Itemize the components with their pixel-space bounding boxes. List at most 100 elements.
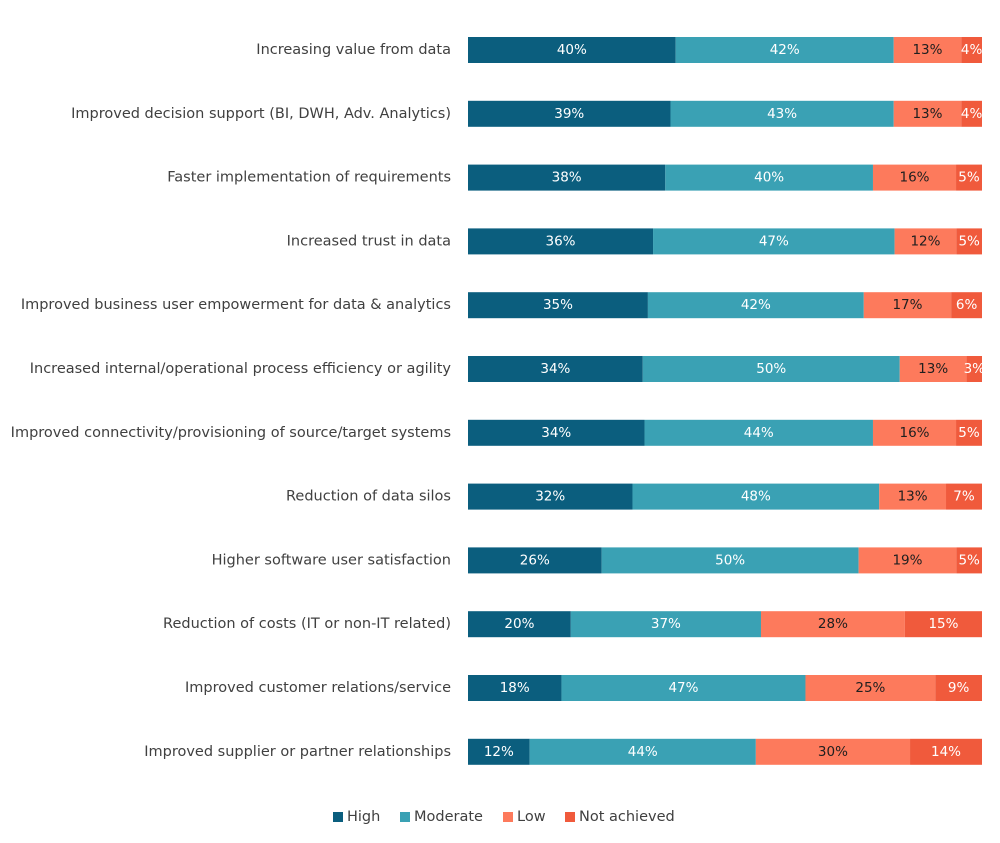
bar-segment-moderate xyxy=(665,164,873,191)
data-label: 36% xyxy=(546,233,576,249)
bar-segment-not-achieved xyxy=(956,228,982,255)
legend-label: Moderate xyxy=(414,809,483,825)
data-label: 19% xyxy=(892,552,922,568)
bar-segment-moderate xyxy=(647,292,864,319)
data-label: 39% xyxy=(554,106,584,122)
data-label: 50% xyxy=(715,552,745,568)
bar-segment-not-achieved xyxy=(904,611,982,638)
data-label: 5% xyxy=(958,552,980,568)
bar-segment-high xyxy=(468,547,602,574)
bar-segment-low xyxy=(872,419,957,446)
bar-segment-not-achieved xyxy=(956,164,982,191)
bar-segment-moderate xyxy=(644,419,873,446)
data-label: 34% xyxy=(541,425,571,441)
data-label: 7% xyxy=(953,489,975,505)
data-label: 28% xyxy=(818,616,848,632)
data-label: 44% xyxy=(744,425,774,441)
bar-segment-high xyxy=(468,228,654,255)
data-label: 47% xyxy=(759,233,789,249)
bar-segment-low xyxy=(872,164,957,191)
legend-swatch xyxy=(333,812,343,822)
data-label: 48% xyxy=(741,489,771,505)
bar-segment-not-achieved xyxy=(961,37,982,63)
legend-label: Not achieved xyxy=(579,809,675,825)
bar-segment-low xyxy=(879,483,947,510)
category-label: Reduction of costs (IT or non-IT related… xyxy=(163,616,451,632)
data-label: 44% xyxy=(628,744,658,760)
data-label: 43% xyxy=(767,106,797,122)
category-label: Increasing value from data xyxy=(256,42,451,58)
data-label: 13% xyxy=(912,106,942,122)
data-label: 5% xyxy=(958,425,980,441)
bar-segment-not-achieved xyxy=(946,483,982,510)
data-label: 5% xyxy=(958,233,980,249)
bar-segment-low xyxy=(893,37,962,63)
bar-segment-low xyxy=(899,356,967,382)
bar-segment-low xyxy=(858,547,957,574)
bar-segment-high xyxy=(468,419,645,446)
bar-segment-not-achieved xyxy=(966,356,982,382)
bar-segment-low xyxy=(755,738,911,765)
bar-segment-high xyxy=(468,356,643,382)
data-label: 25% xyxy=(855,680,885,696)
data-label: 35% xyxy=(543,297,573,313)
bar-segment-high xyxy=(468,483,633,510)
legend-swatch xyxy=(565,812,575,822)
bar-segment-moderate xyxy=(561,675,806,701)
data-label: 16% xyxy=(899,425,929,441)
data-label: 13% xyxy=(918,361,948,377)
legend-swatch xyxy=(503,812,513,822)
data-label: 42% xyxy=(741,297,771,313)
bar-segment-high xyxy=(468,164,666,191)
bar-segment-low xyxy=(760,611,905,638)
bars: 40% 42% 13% 4% 39% 43% 13% 4% 38% 40% 16% 5% 36% 47% 1… xyxy=(468,37,985,765)
data-label: 20% xyxy=(504,616,534,632)
bar-segment-moderate xyxy=(653,228,895,255)
legend-label: High xyxy=(347,809,380,825)
bar-segment-low xyxy=(805,675,936,701)
category-label: Faster implementation of requirements xyxy=(167,170,451,186)
bar-segment-not-achieved xyxy=(910,738,982,765)
category-label: Improved connectivity/provisioning of so… xyxy=(11,425,451,441)
data-label: 4% xyxy=(961,106,983,122)
bar-segment-moderate xyxy=(642,356,900,382)
legend-label: Low xyxy=(517,809,546,825)
bar-segment-moderate xyxy=(601,547,859,574)
data-label: 9% xyxy=(948,680,970,696)
data-label: 18% xyxy=(500,680,530,696)
data-label: 34% xyxy=(540,361,570,377)
data-label: 5% xyxy=(958,170,980,186)
data-label: 47% xyxy=(668,680,698,696)
legend-swatch xyxy=(400,812,410,822)
data-label: 13% xyxy=(912,42,942,58)
category-labels: Increasing value from data Improved decis… xyxy=(11,42,452,760)
data-label: 26% xyxy=(520,552,550,568)
data-label: 16% xyxy=(899,170,929,186)
bar-segment-not-achieved xyxy=(956,419,982,446)
bar-segment-low xyxy=(863,292,952,319)
category-label: Increased internal/operational process e… xyxy=(30,361,452,377)
bar-segment-high xyxy=(468,611,571,638)
data-label: 13% xyxy=(898,489,928,505)
bar-segment-not-achieved xyxy=(935,675,982,701)
bar-segment-moderate xyxy=(632,483,880,510)
category-label: Improved business user empowerment for d… xyxy=(21,297,451,313)
data-label: 50% xyxy=(756,361,786,377)
bar-segment-low xyxy=(894,228,957,255)
category-label: Increased trust in data xyxy=(287,233,451,249)
bar-segment-high xyxy=(468,37,676,63)
bar-segment-moderate xyxy=(670,100,894,127)
category-label: Improved decision support (BI, DWH, Adv.… xyxy=(71,106,451,122)
data-label: 17% xyxy=(892,297,922,313)
data-label: 42% xyxy=(770,42,800,58)
category-label: Improved customer relations/service xyxy=(185,680,451,696)
category-label: Higher software user satisfaction xyxy=(212,552,451,568)
bar-segment-moderate xyxy=(675,37,894,63)
data-label: 12% xyxy=(484,744,514,760)
category-label: Improved supplier or partner relationshi… xyxy=(144,744,451,760)
bar-segment-low xyxy=(893,100,962,127)
data-label: 4% xyxy=(961,42,983,58)
bar-segment-high xyxy=(468,738,530,765)
bar-segment-high xyxy=(468,100,671,127)
